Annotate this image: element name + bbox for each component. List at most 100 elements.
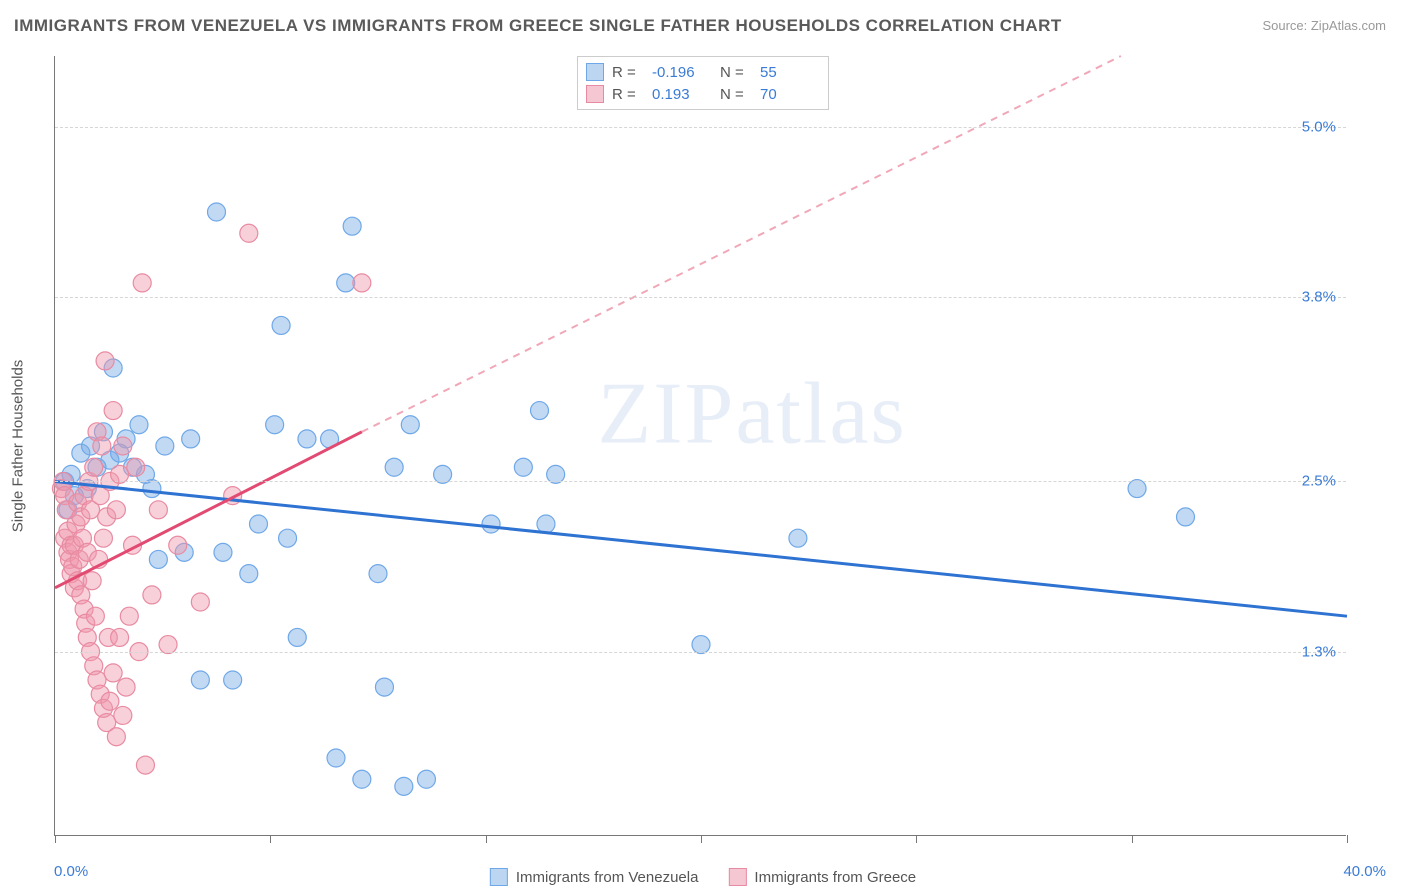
x-tick xyxy=(1347,835,1348,843)
scatter-point xyxy=(240,565,258,583)
gridline xyxy=(55,652,1346,653)
legend-correlation: R = -0.196 N = 55 R = 0.193 N = 70 xyxy=(577,56,829,110)
scatter-point xyxy=(114,706,132,724)
scatter-point xyxy=(395,777,413,795)
scatter-point xyxy=(96,352,114,370)
x-tick xyxy=(1132,835,1133,843)
y-tick-label: 5.0% xyxy=(1302,118,1336,135)
legend-row-greece: R = 0.193 N = 70 xyxy=(586,83,820,105)
scatter-point xyxy=(266,416,284,434)
legend-n-label: N = xyxy=(720,64,752,81)
gridline xyxy=(55,127,1346,128)
scatter-point xyxy=(127,458,145,476)
scatter-point xyxy=(191,671,209,689)
scatter-point xyxy=(514,458,532,476)
scatter-point xyxy=(214,543,232,561)
scatter-point xyxy=(482,515,500,533)
legend-item-venezuela: Immigrants from Venezuela xyxy=(490,868,699,886)
scatter-point xyxy=(224,671,242,689)
scatter-point xyxy=(208,203,226,221)
scatter-point xyxy=(417,770,435,788)
scatter-point xyxy=(240,224,258,242)
scatter-point xyxy=(191,593,209,611)
scatter-point xyxy=(401,416,419,434)
legend-n-value-venezuela: 55 xyxy=(760,64,820,81)
legend-item-greece: Immigrants from Greece xyxy=(728,868,916,886)
scatter-point xyxy=(337,274,355,292)
scatter-point xyxy=(298,430,316,448)
x-axis-min-label: 0.0% xyxy=(54,863,88,880)
swatch-venezuela xyxy=(586,63,604,81)
scatter-point xyxy=(343,217,361,235)
y-tick-label: 3.8% xyxy=(1302,289,1336,306)
scatter-point xyxy=(136,756,154,774)
x-tick xyxy=(916,835,917,843)
legend-row-venezuela: R = -0.196 N = 55 xyxy=(586,61,820,83)
trend-line-venezuela xyxy=(55,481,1347,616)
legend-series: Immigrants from Venezuela Immigrants fro… xyxy=(490,868,916,886)
scatter-point xyxy=(531,402,549,420)
swatch-greece xyxy=(728,868,746,886)
legend-label-venezuela: Immigrants from Venezuela xyxy=(516,869,699,886)
scatter-point xyxy=(143,586,161,604)
scatter-point xyxy=(117,678,135,696)
plot-area: ZIPatlas 1.3%2.5%3.8%5.0% xyxy=(54,56,1346,836)
y-tick-label: 1.3% xyxy=(1302,643,1336,660)
scatter-point xyxy=(120,607,138,625)
chart-svg xyxy=(55,56,1346,835)
scatter-point xyxy=(288,628,306,646)
x-tick xyxy=(55,835,56,843)
scatter-point xyxy=(279,529,297,547)
scatter-point xyxy=(375,678,393,696)
scatter-point xyxy=(83,572,101,590)
legend-r-value-venezuela: -0.196 xyxy=(652,64,712,81)
trend-line-greece-dashed xyxy=(362,56,1121,432)
scatter-point xyxy=(111,628,129,646)
scatter-point xyxy=(104,664,122,682)
scatter-point xyxy=(86,607,104,625)
scatter-point xyxy=(94,529,112,547)
scatter-point xyxy=(149,501,167,519)
scatter-point xyxy=(114,437,132,455)
scatter-point xyxy=(85,458,103,476)
legend-r-value-greece: 0.193 xyxy=(652,86,712,103)
scatter-point xyxy=(149,550,167,568)
scatter-point xyxy=(249,515,267,533)
scatter-point xyxy=(107,501,125,519)
scatter-point xyxy=(182,430,200,448)
gridline xyxy=(55,481,1346,482)
legend-r-label: R = xyxy=(612,86,644,103)
scatter-point xyxy=(1177,508,1195,526)
scatter-point xyxy=(169,536,187,554)
scatter-point xyxy=(101,692,119,710)
scatter-point xyxy=(130,416,148,434)
x-axis-max-label: 40.0% xyxy=(1343,863,1386,880)
x-tick xyxy=(701,835,702,843)
scatter-point xyxy=(107,728,125,746)
legend-n-value-greece: 70 xyxy=(760,86,820,103)
scatter-point xyxy=(156,437,174,455)
scatter-point xyxy=(789,529,807,547)
legend-label-greece: Immigrants from Greece xyxy=(754,869,916,886)
chart-title: IMMIGRANTS FROM VENEZUELA VS IMMIGRANTS … xyxy=(14,16,1062,36)
swatch-venezuela xyxy=(490,868,508,886)
x-tick xyxy=(270,835,271,843)
scatter-point xyxy=(385,458,403,476)
legend-n-label: N = xyxy=(720,86,752,103)
scatter-point xyxy=(93,437,111,455)
source-attribution: Source: ZipAtlas.com xyxy=(1262,18,1386,33)
scatter-point xyxy=(537,515,555,533)
legend-r-label: R = xyxy=(612,64,644,81)
scatter-point xyxy=(369,565,387,583)
gridline xyxy=(55,297,1346,298)
x-tick xyxy=(486,835,487,843)
scatter-point xyxy=(327,749,345,767)
swatch-greece xyxy=(586,85,604,103)
scatter-point xyxy=(353,770,371,788)
y-tick-label: 2.5% xyxy=(1302,473,1336,490)
scatter-point xyxy=(104,402,122,420)
scatter-point xyxy=(272,316,290,334)
y-axis-label: Single Father Households xyxy=(10,360,27,533)
scatter-point xyxy=(353,274,371,292)
scatter-point xyxy=(133,274,151,292)
